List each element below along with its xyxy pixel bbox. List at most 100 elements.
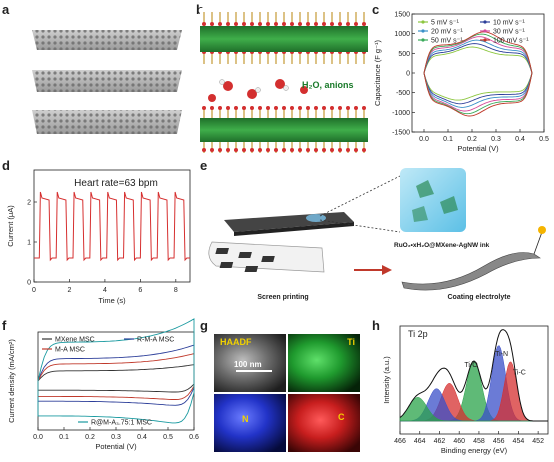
y-tick-label: -1000: [392, 110, 410, 117]
scale-bar: [236, 370, 272, 372]
x-tick-label: 452: [532, 438, 544, 445]
legend-marker: [421, 38, 425, 42]
peak-label: Ti-C: [513, 370, 526, 377]
y-tick-label: 0: [27, 280, 31, 287]
legend-label: 30 mV s⁻¹: [493, 29, 525, 36]
y-tick-label: 1500: [394, 12, 410, 19]
x-tick-label: 0.5: [539, 136, 549, 143]
msc-cv-curve: [37, 353, 195, 400]
x-axis-label: Binding energy (eV): [441, 446, 508, 455]
legend-marker: [483, 29, 487, 33]
mxene-layer-structure: [32, 30, 182, 134]
peak-label: Ti-O: [464, 362, 478, 369]
y-tick-label: 500: [398, 51, 410, 58]
printed-film-icon: [208, 241, 325, 273]
msc-cv-curve: [37, 318, 195, 424]
plot-frame: [33, 169, 191, 283]
x-tick-label: 0.1: [59, 434, 69, 441]
legend-marker: [483, 38, 487, 42]
legend-marker: [483, 20, 487, 24]
x-tick-label: 0.3: [111, 434, 121, 441]
y-tick-label: -1500: [392, 130, 410, 137]
peak-label: Ti-N: [495, 351, 508, 358]
panel-label-f: f: [2, 318, 7, 333]
x-tick-label: 454: [513, 438, 525, 445]
x-tick-label: 8: [174, 287, 178, 294]
legend-label: MXene MSC: [55, 337, 95, 344]
x-tick-label: 464: [414, 438, 426, 445]
y-tick-label: 2: [27, 200, 31, 207]
y-tick-label: -500: [396, 90, 410, 97]
y-tick-label: 1: [27, 240, 31, 247]
c-label: C: [338, 412, 345, 422]
y-axis-label: Current density (mA/cm²): [7, 339, 16, 423]
panel-label-d: d: [2, 158, 10, 173]
cv-chart: 0.0 0.1 0.2 0.3 0.4 0.5 -1500 -1000 -500 0 500 1000…: [373, 12, 549, 154]
y-tick-label: 0: [406, 71, 410, 78]
coating-label: Coating electrolyte: [447, 294, 511, 301]
plot-frame: [399, 325, 549, 435]
x-axis-label: Potential (V): [457, 144, 499, 153]
x-tick-label: 0.5: [163, 434, 173, 441]
msc-cv-curve: [37, 364, 195, 393]
pulse-trace: [34, 191, 190, 262]
mxene-sheet-top: [200, 12, 368, 64]
printing-schematic: RuO₂•xH₂O@MXene-AgNW ink Screen printing…: [204, 162, 550, 312]
legend-label: 20 mV s⁻¹: [431, 29, 463, 36]
x-tick-label: 0.0: [419, 136, 429, 143]
scale-bar-label: 100 nm: [234, 360, 262, 369]
panel-label-c: c: [372, 2, 380, 17]
x-axis-label: Potential (V): [95, 442, 137, 451]
chart-title: Ti 2p: [408, 329, 428, 339]
mxene-layer-middle: [32, 70, 182, 92]
panel-label-g: g: [200, 318, 208, 333]
y-axis-label: Current (μA): [6, 205, 15, 247]
y-axis-label: Intensity (a.u.): [382, 356, 391, 404]
process-arrow-icon: [354, 265, 392, 275]
intercalated-species: [208, 79, 308, 102]
xps-chart: 466 464 462 460 458 456 454 452 Binding energy (…: [382, 325, 549, 455]
xps-peak: [399, 397, 549, 422]
n-label: N: [242, 414, 249, 424]
legend-label: M-A MSC: [55, 347, 85, 354]
eds-map-grid: HAADF 100 nm Ti N C: [214, 334, 360, 452]
screen-printer-icon: [224, 212, 354, 236]
x-axis-label: Time (s): [98, 296, 126, 305]
intercalation-schematic: H₂O, anions: [200, 8, 368, 153]
c-map: C: [288, 394, 360, 452]
legend-label: R@M-A₃.75:1 MSC: [91, 420, 152, 427]
y-tick-label: 1000: [394, 31, 410, 38]
heart-rate-chart: 0 2 4 6 8 0 1 2 Time (s) Current (μA) Heart rate=6…: [6, 169, 191, 305]
mxene-layer-top: [32, 30, 182, 50]
x-tick-label: 0.6: [189, 434, 199, 441]
x-tick-label: 0.2: [85, 434, 95, 441]
x-tick-label: 6: [138, 287, 142, 294]
legend-label: 50 mV s⁻¹: [431, 38, 463, 45]
ink-cube-icon: [400, 168, 466, 232]
haadf-label: HAADF: [220, 337, 252, 347]
chart-title: Heart rate=63 bpm: [74, 178, 158, 189]
x-tick-label: 0.3: [491, 136, 501, 143]
haadf-image: HAADF 100 nm: [214, 334, 286, 392]
x-tick-label: 462: [434, 438, 446, 445]
screen-printing-label: Screen printing: [257, 294, 309, 301]
n-map: N: [214, 394, 286, 452]
dotted-guide-lines: [319, 175, 401, 233]
x-tick-label: 456: [493, 438, 505, 445]
panel-label-e: e: [200, 158, 208, 173]
legend-label: 100 mV s⁻¹: [493, 38, 529, 45]
xps-envelope: [399, 329, 548, 422]
x-tick-label: 4: [103, 287, 107, 294]
legend-marker: [421, 29, 425, 33]
legend-label: 10 mV s⁻¹: [493, 20, 525, 27]
legend-label: R-M-A MSC: [137, 337, 174, 344]
legend-label: 5 mV s⁻¹: [431, 20, 459, 27]
x-tick-label: 460: [453, 438, 465, 445]
ti-label: Ti: [347, 337, 355, 347]
x-tick-label: 2: [68, 287, 72, 294]
intercalation-label: H₂O, anions: [302, 80, 354, 90]
x-tick-label: 0.1: [443, 136, 453, 143]
ti-map: Ti: [288, 334, 360, 392]
x-tick-label: 0.2: [467, 136, 477, 143]
legend-marker: [421, 20, 425, 24]
